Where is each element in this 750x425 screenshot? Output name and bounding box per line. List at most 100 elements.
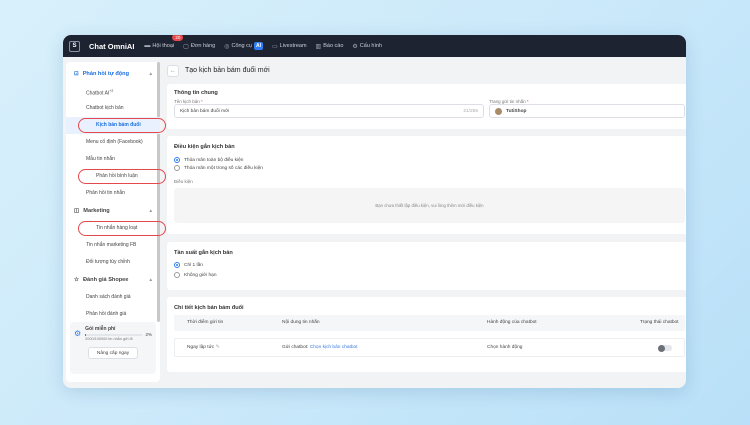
required-mark: * xyxy=(526,99,529,104)
upgrade-button[interactable]: Nâng cấp ngay xyxy=(88,347,138,359)
chevron-up-icon: ▴ xyxy=(149,277,152,283)
item-label: Tin nhắn hàng loạt xyxy=(96,225,138,231)
table-header: Thời điểm gửi tin Nội dung tin nhắn Hành… xyxy=(174,315,685,331)
item-label: Kịch bản bám đuổi xyxy=(96,122,141,128)
nav-reports[interactable]: ▥ Báo cáo xyxy=(316,43,344,50)
gear-icon: ⚙ xyxy=(352,43,358,50)
radio-icon xyxy=(174,262,180,268)
page-title: Tạo kịch bản bám đuổi mới xyxy=(185,67,270,74)
nav-settings[interactable]: ⚙ Cấu hình xyxy=(352,43,382,50)
nav-label: Đơn hàng xyxy=(190,43,216,49)
general-info-card: Thông tin chung Tên kịch bản * Kịch bản … xyxy=(167,84,686,129)
video-icon: ▭ xyxy=(271,43,278,50)
sidebar-item-fb-marketing[interactable]: Tin nhắn marketing FB xyxy=(86,242,137,248)
nav-label: Công cụ xyxy=(231,43,252,49)
radio-label: Chỉ 1 lần xyxy=(184,262,203,268)
highlight-circle xyxy=(78,169,166,184)
ai-tag: AI xyxy=(253,42,263,50)
radio-all-conditions[interactable]: Thỏa mãn toàn bộ điều kiện xyxy=(174,156,685,164)
details-card: Chi tiết kịch bản bám đuổi Thời điểm gửi… xyxy=(167,297,686,372)
main-content: ← Tạo kịch bản bám đuổi mới Thông tin ch… xyxy=(167,62,686,388)
chart-icon: ▥ xyxy=(315,43,322,50)
item-label: Phản hồi bình luận xyxy=(96,173,138,179)
highlight-circle xyxy=(78,221,166,236)
sidebar-item-review-reply[interactable]: Phản hồi đánh giá xyxy=(86,311,127,317)
group-label: Đánh giá Shopee xyxy=(83,277,129,283)
plan-box: ⚙ Gói miễn phí 2% 2000/100000 tin nhắn g… xyxy=(70,322,156,374)
app-window: S Chat OmniAI ▬ Hội thoại 20 ▢ Đơn hàng ◎ Cô… xyxy=(63,35,686,388)
sidebar-item-review-list[interactable]: Danh sách đánh giá xyxy=(86,294,131,300)
radio-icon xyxy=(174,157,180,163)
sidebar-item-chatbot-script[interactable]: Chatbot kịch bản xyxy=(86,105,124,111)
radio-icon xyxy=(174,272,180,278)
content-prefix: Gửi chatbot: xyxy=(282,345,309,350)
section-title: Chi tiết kịch bản bám đuổi xyxy=(174,305,244,311)
radio-icon xyxy=(174,165,180,171)
radio-unlimited[interactable]: Không giới hạn xyxy=(174,270,685,280)
nav-label: Hội thoại xyxy=(152,43,175,49)
name-input[interactable]: Kịch bản bám đuổi mới 21/255 xyxy=(174,104,484,118)
sidebar-item-message-reply[interactable]: Phản hồi tin nhắn xyxy=(86,190,125,196)
plan-usage: 2000/100000 tin nhắn gửi đi xyxy=(85,337,133,341)
group-marketing[interactable]: ◫ Marketing ▴ xyxy=(66,202,160,220)
radio-once[interactable]: Chỉ 1 lần xyxy=(174,260,685,270)
column-header: Thời điểm gửi tin xyxy=(187,320,224,325)
nav-livestream[interactable]: ▭ Livestream xyxy=(272,43,307,50)
char-count: 21/255 xyxy=(463,108,478,114)
sidebar-item-fixed-menu[interactable]: Menu cố định (Facebook) xyxy=(86,139,143,145)
highlight-circle xyxy=(78,118,166,133)
sidebar-item-custom-audience[interactable]: Đối tượng tùy chỉnh xyxy=(86,259,130,265)
table-row: Ngay lập tức ✎ Gửi chatbot: Chọn kịch bả… xyxy=(174,338,685,357)
group-shopee-reviews[interactable]: ☆ Đánh giá Shopee ▴ xyxy=(66,271,160,289)
brand-name: Chat OmniAI xyxy=(89,41,135,51)
sidebar-item-chatbot-ai[interactable]: Chatbot AI+2 xyxy=(66,83,160,100)
chevron-up-icon: ▴ xyxy=(149,208,152,214)
radio-any-condition[interactable]: Thỏa mãn một trong số các điều kiện xyxy=(174,164,685,172)
page-label: Trang gửi tin nhắn xyxy=(489,99,526,104)
group-label: Phản hồi tự động xyxy=(82,71,129,77)
page-select[interactable]: TutiShop xyxy=(489,104,685,118)
choose-action-link[interactable]: Chọn hành động xyxy=(487,345,523,350)
column-header: Hành động của chatbot xyxy=(487,320,537,325)
top-nav: S Chat OmniAI ▬ Hội thoại 20 ▢ Đơn hàng ◎ Cô… xyxy=(63,35,686,57)
nav-tools[interactable]: ◎ Công cụ AI xyxy=(224,42,263,50)
back-button[interactable]: ← xyxy=(167,64,179,77)
group-label: Marketing xyxy=(83,208,110,214)
sidebar-item-follow-up[interactable]: Kịch bản bám đuổi xyxy=(66,117,166,134)
required-mark: * xyxy=(201,99,203,104)
edit-icon[interactable]: ✎ xyxy=(215,345,220,350)
sidebar-item-templates[interactable]: Mẫu tin nhắn xyxy=(86,156,115,162)
sidebar-item-comment-reply[interactable]: Phản hồi bình luận xyxy=(66,168,166,185)
plan-title: Gói miễn phí xyxy=(85,326,116,332)
tool-icon: ◎ xyxy=(224,43,230,50)
sidebar: ⊡ Phản hồi tự động ▴ Chatbot AI+2 Chatbot … xyxy=(66,62,166,382)
sidebar-item-bulk-message[interactable]: Tin nhắn hàng loạt xyxy=(66,220,166,237)
plan-percent: 2% xyxy=(145,332,152,337)
item-label: Chatbot AI xyxy=(86,90,110,97)
plan-icon: ⚙ xyxy=(74,329,82,338)
column-header: Trạng thái chatbot xyxy=(640,320,679,325)
ai-superscript: +2 xyxy=(109,89,114,93)
column-header: Nội dung tin nhắn xyxy=(282,320,320,325)
status-toggle[interactable] xyxy=(658,344,672,352)
star-icon: ☆ xyxy=(74,277,80,283)
choose-chatbot-link[interactable]: Chọn kịch bản chatbot xyxy=(309,345,358,350)
section-title: Điều kiện gắn kịch bản xyxy=(174,144,235,150)
frequency-card: Tần suất gắn kịch bản Chỉ 1 lần Không gi… xyxy=(167,242,686,290)
time-value: Ngay lập tức xyxy=(187,345,215,350)
unread-badge: 20 xyxy=(172,35,184,41)
app-logo-icon: S xyxy=(69,40,80,52)
chevron-up-icon: ▴ xyxy=(149,71,152,77)
sidebar-scrollbar[interactable] xyxy=(157,62,160,322)
section-title: Thông tin chung xyxy=(174,90,218,96)
nav-conversations[interactable]: ▬ Hội thoại 20 xyxy=(144,35,184,49)
bot-icon: ⊡ xyxy=(74,71,79,77)
nav-label: Cấu hình xyxy=(359,43,383,49)
conditions-empty-state: Bạn chưa thiết lập điều kiện, vui lòng t… xyxy=(174,188,685,223)
group-auto-reply[interactable]: ⊡ Phản hồi tự động ▴ xyxy=(66,65,160,83)
nav-label: Báo cáo xyxy=(323,43,344,49)
plan-progress-bar xyxy=(85,333,143,336)
conditions-card: Điều kiện gắn kịch bản Thỏa mãn toàn bộ … xyxy=(167,136,686,234)
nav-orders[interactable]: ▢ Đơn hàng xyxy=(183,43,215,50)
section-title: Tần suất gắn kịch bản xyxy=(174,250,233,256)
